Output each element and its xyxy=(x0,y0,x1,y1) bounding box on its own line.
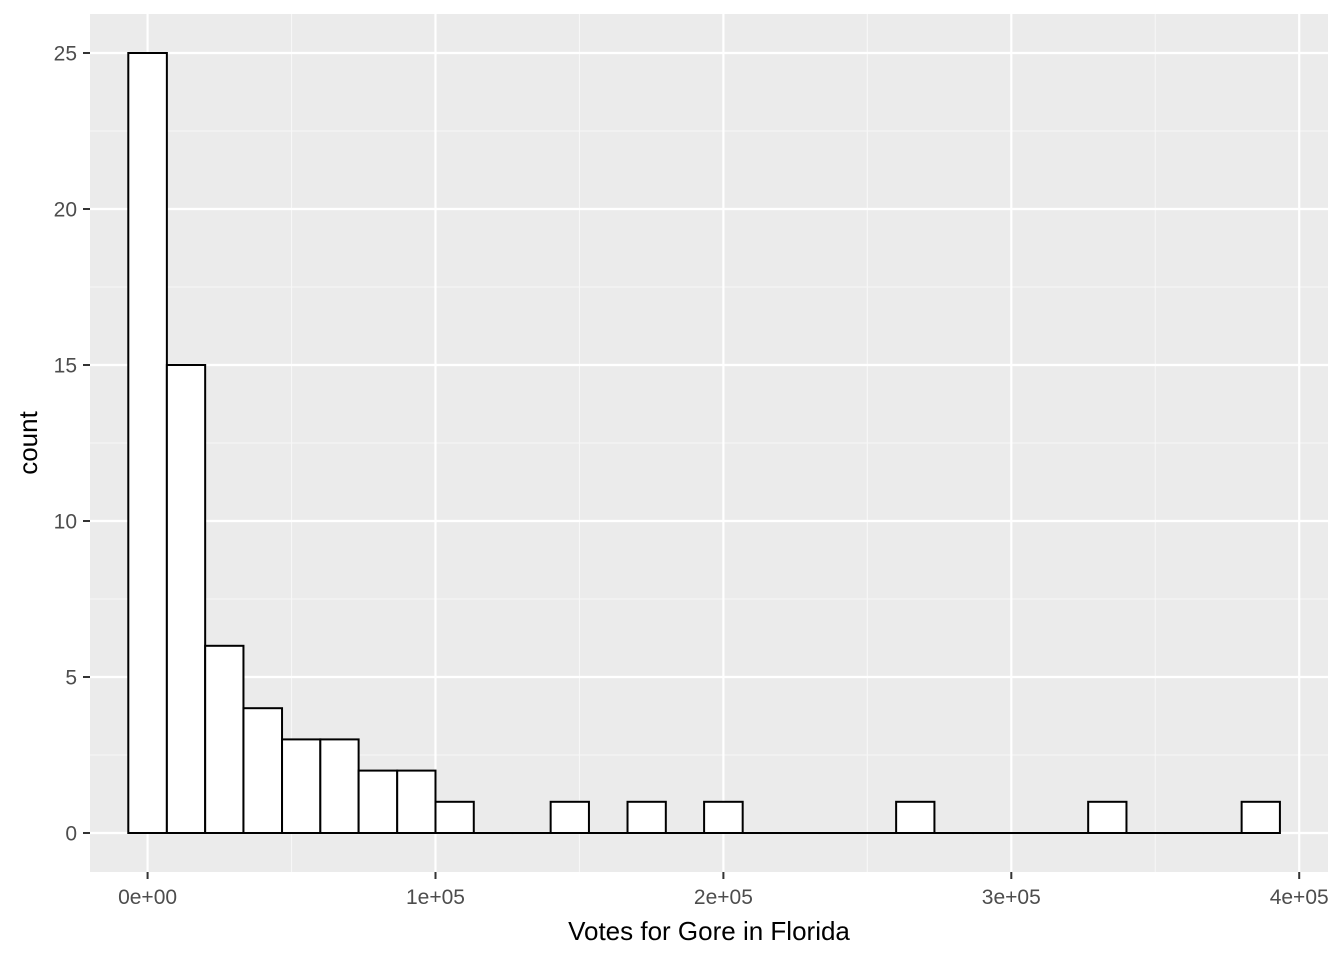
y-tick-label: 0 xyxy=(65,823,77,846)
histogram-bar xyxy=(626,800,667,834)
histogram-bar xyxy=(434,800,475,834)
histogram-bar xyxy=(242,707,284,835)
y-axis: 0 5 10 15 20 25 xyxy=(54,43,90,846)
histogram-bar xyxy=(396,769,437,834)
y-tick-label: 10 xyxy=(54,511,77,534)
y-tick-label: 20 xyxy=(54,199,77,222)
histogram-bar xyxy=(895,800,936,834)
minor-gridlines xyxy=(90,14,1328,872)
x-tick-label: 3e+05 xyxy=(982,886,1041,909)
histogram-bar xyxy=(1240,800,1281,834)
x-tick-label: 1e+05 xyxy=(406,886,465,909)
histogram-bar xyxy=(204,644,245,834)
histogram-bar xyxy=(549,800,590,834)
x-tick-label: 4e+05 xyxy=(1270,886,1329,909)
histogram-bar xyxy=(357,769,399,834)
x-tick-label: 2e+05 xyxy=(694,886,753,909)
y-tick-label: 25 xyxy=(54,43,77,66)
y-tick-label: 15 xyxy=(54,355,77,378)
y-axis-title: count xyxy=(13,410,43,474)
x-tick-label: 0e+00 xyxy=(118,886,177,909)
y-tick-label: 5 xyxy=(65,667,77,690)
histogram-bars xyxy=(127,52,1281,835)
histogram-bar xyxy=(281,738,322,835)
histogram-bar xyxy=(319,738,360,835)
histogram-bar xyxy=(703,800,744,834)
histogram-bar xyxy=(1087,800,1128,834)
histogram-bar xyxy=(127,52,168,834)
x-axis: 0e+00 1e+05 2e+05 3e+05 4e+05 xyxy=(118,872,1329,909)
histogram-bar xyxy=(165,364,207,834)
x-axis-title: Votes for Gore in Florida xyxy=(568,916,850,946)
